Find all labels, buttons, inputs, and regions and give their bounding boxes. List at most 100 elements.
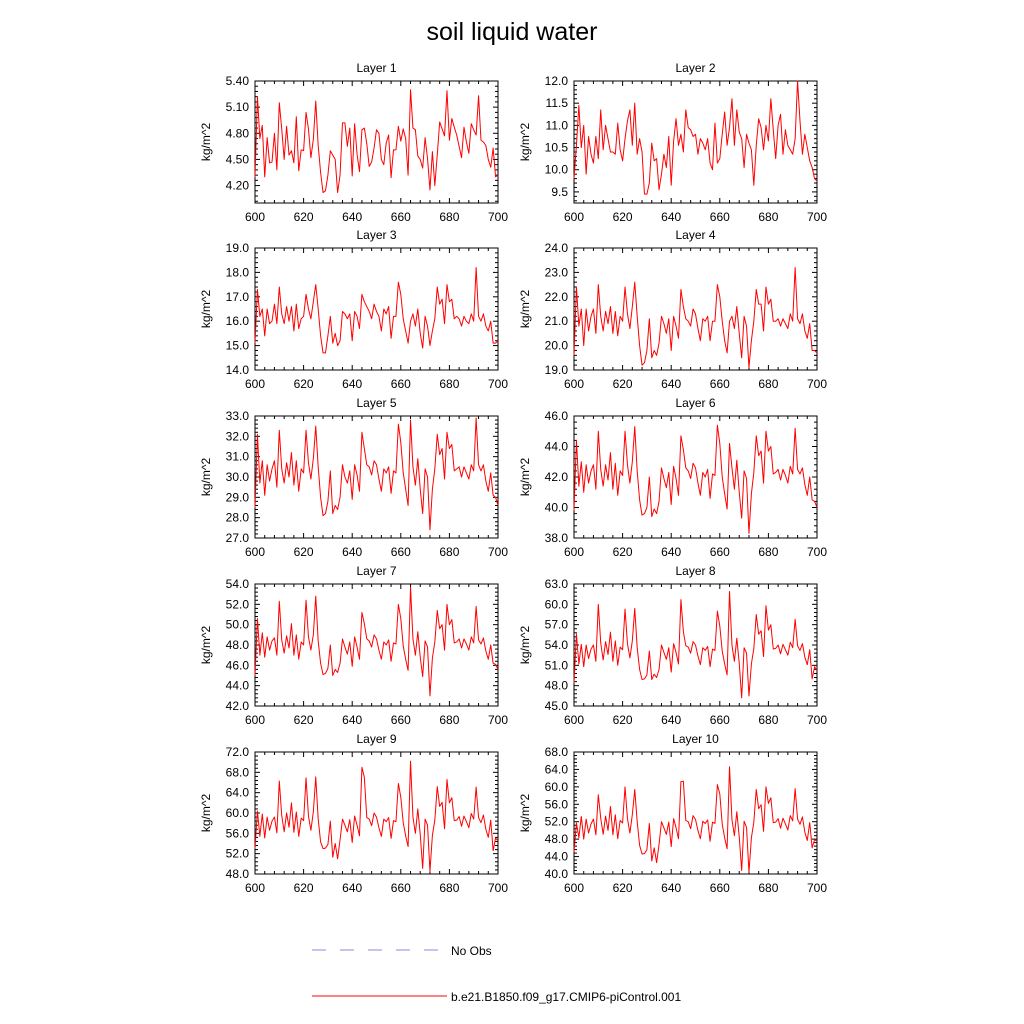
y-tick-label: 46.0 (226, 658, 250, 672)
y-tick-label: 44.0 (545, 440, 569, 454)
plot-frame (573, 751, 818, 875)
y-tick-label: 52.0 (226, 847, 250, 861)
x-tick-label: 660 (710, 713, 730, 727)
panel-9: Layer 9 kg/m^2 600 620 640 660 680 700 48.0 52.0 5… (199, 732, 508, 895)
y-tick-label: 44.0 (545, 850, 569, 864)
plot-frame (573, 247, 818, 371)
panel-2: Layer 2 kg/m^2 600 620 640 660 680 700 9.5 10.0 10… (518, 61, 827, 224)
panel-title: Layer 4 (675, 228, 715, 242)
y-tick-label: 19.0 (545, 363, 569, 377)
y-tick-label: 64.0 (545, 762, 569, 776)
y-tick-label: 46.0 (545, 409, 569, 423)
x-tick-label: 700 (488, 545, 508, 559)
x-tick-label: 660 (391, 713, 411, 727)
panel-6: Layer 6 kg/m^2 600 620 640 660 680 700 38.0 40.0 4… (518, 396, 827, 559)
y-tick-label: 50.0 (226, 618, 250, 632)
series-line (254, 586, 499, 697)
x-tick-label: 620 (294, 210, 314, 224)
y-tick-label: 64.0 (226, 786, 250, 800)
y-axis-label: kg/m^2 (518, 458, 532, 497)
panel-title: Layer 2 (675, 61, 715, 75)
x-tick-label: 620 (294, 713, 314, 727)
x-tick-label: 600 (245, 210, 265, 224)
x-tick-label: 700 (807, 545, 827, 559)
plot-frame (254, 80, 499, 204)
y-tick-label: 20.0 (545, 339, 569, 353)
y-tick-label: 14.0 (226, 363, 250, 377)
x-tick-label: 700 (807, 881, 827, 895)
x-tick-label: 640 (661, 545, 681, 559)
x-tick-label: 600 (245, 881, 265, 895)
x-tick-label: 640 (342, 210, 362, 224)
series-line (254, 417, 499, 531)
y-tick-label: 57.0 (545, 618, 569, 632)
y-tick-label: 72.0 (226, 745, 250, 759)
legend-label-no-obs: No Obs (451, 944, 492, 958)
x-tick-label: 620 (613, 377, 633, 391)
panel-title: Layer 8 (675, 564, 715, 578)
x-tick-label: 600 (245, 713, 265, 727)
x-tick-label: 640 (342, 713, 362, 727)
y-tick-label: 4.20 (226, 179, 250, 193)
x-tick-label: 680 (758, 713, 778, 727)
x-tick-label: 660 (391, 881, 411, 895)
x-tick-label: 620 (613, 713, 633, 727)
y-tick-label: 5.10 (226, 100, 250, 114)
y-tick-label: 52.0 (545, 815, 569, 829)
x-tick-label: 680 (758, 545, 778, 559)
y-tick-label: 19.0 (226, 241, 250, 255)
x-tick-label: 620 (613, 545, 633, 559)
x-tick-label: 680 (439, 545, 459, 559)
y-tick-label: 48.0 (226, 867, 250, 881)
y-tick-label: 44.0 (226, 679, 250, 693)
y-tick-label: 56.0 (226, 826, 250, 840)
series-line (573, 424, 818, 534)
panel-title: Layer 1 (356, 61, 396, 75)
x-tick-label: 640 (661, 713, 681, 727)
y-tick-label: 42.0 (226, 699, 250, 713)
y-tick-label: 30.0 (226, 470, 250, 484)
series-line (573, 590, 818, 699)
x-tick-label: 600 (564, 713, 584, 727)
y-tick-label: 16.0 (226, 314, 250, 328)
y-tick-label: 4.80 (226, 126, 250, 140)
x-tick-label: 600 (564, 545, 584, 559)
x-tick-label: 660 (391, 377, 411, 391)
panel-8: Layer 8 kg/m^2 600 620 640 660 680 700 45.0 48.0 5… (518, 564, 827, 727)
panel-title: Layer 6 (675, 396, 715, 410)
y-tick-label: 27.0 (226, 531, 250, 545)
x-tick-label: 640 (661, 377, 681, 391)
y-tick-label: 42.0 (545, 470, 569, 484)
x-tick-label: 700 (807, 713, 827, 727)
y-tick-label: 56.0 (545, 797, 569, 811)
y-tick-label: 18.0 (226, 265, 250, 279)
y-tick-label: 29.0 (226, 490, 250, 504)
y-tick-label: 17.0 (226, 290, 250, 304)
x-tick-label: 620 (613, 210, 633, 224)
panel-4: Layer 4 kg/m^2 600 620 640 660 680 700 19.0 20.0 2… (518, 228, 827, 391)
y-tick-label: 68.0 (226, 765, 250, 779)
y-tick-label: 54.0 (226, 577, 250, 591)
panel-title: Layer 5 (356, 396, 396, 410)
y-tick-label: 48.0 (545, 679, 569, 693)
y-axis-label: kg/m^2 (518, 794, 532, 833)
y-tick-label: 60.0 (545, 780, 569, 794)
y-tick-label: 23.0 (545, 265, 569, 279)
y-tick-label: 32.0 (226, 429, 250, 443)
y-tick-label: 40.0 (545, 501, 569, 515)
y-axis-label: kg/m^2 (199, 626, 213, 665)
x-tick-label: 680 (758, 210, 778, 224)
y-axis-label: kg/m^2 (199, 794, 213, 833)
y-tick-label: 54.0 (545, 638, 569, 652)
y-tick-label: 10.0 (545, 163, 569, 177)
panel-title: Layer 7 (356, 564, 396, 578)
y-tick-label: 21.0 (545, 314, 569, 328)
x-tick-label: 600 (245, 377, 265, 391)
x-tick-label: 620 (294, 545, 314, 559)
y-axis-label: kg/m^2 (518, 123, 532, 162)
legend-label-model: b.e21.B1850.f09_g17.CMIP6-piControl.001 (451, 990, 681, 1004)
series-line (254, 267, 499, 354)
y-tick-label: 68.0 (545, 745, 569, 759)
x-tick-label: 700 (807, 377, 827, 391)
